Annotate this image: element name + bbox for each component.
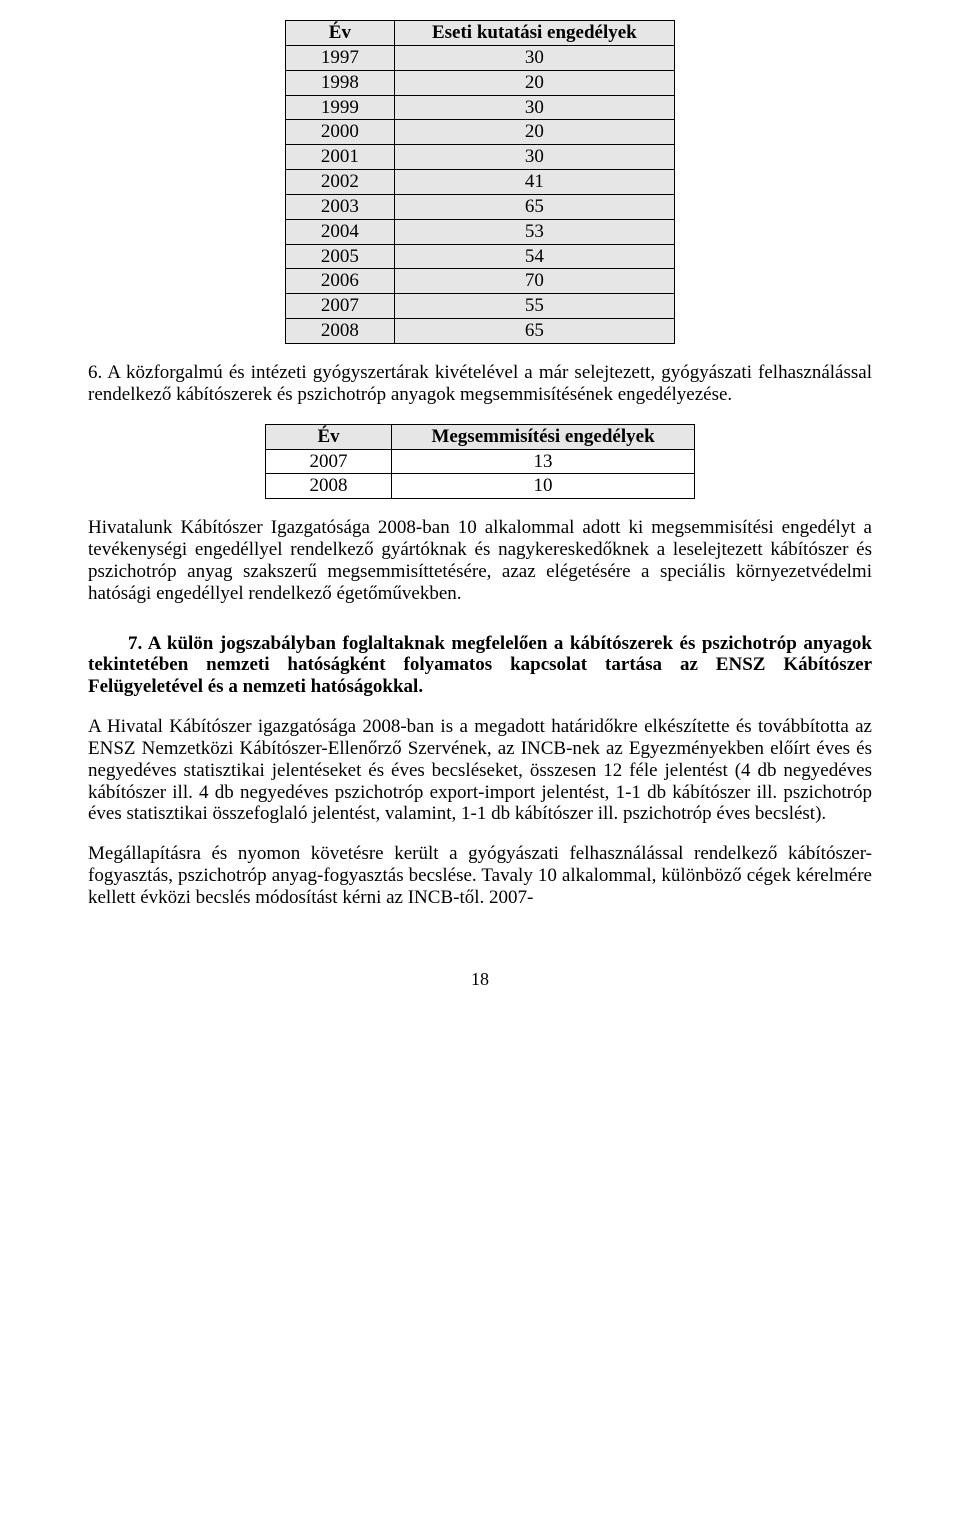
table-header-cell: Megsemmisítési engedélyek <box>392 424 695 449</box>
table-cell: 10 <box>392 474 695 499</box>
table-cell: 30 <box>394 145 674 170</box>
table-cell: 54 <box>394 244 674 269</box>
table-cell: 41 <box>394 170 674 195</box>
page-container: Év Eseti kutatási engedélyek 199730 1998… <box>0 0 960 1010</box>
paragraph-megallapitasra: Megállapításra és nyomon követésre kerül… <box>88 843 872 909</box>
table-cell: 1999 <box>286 95 395 120</box>
table-cell: 2008 <box>286 319 395 344</box>
table-row: 200713 <box>266 449 695 474</box>
table-cell: 53 <box>394 219 674 244</box>
table-cell: 65 <box>394 319 674 344</box>
table-header-cell: Év <box>286 21 395 46</box>
heading-7: 7. A külön jogszabályban foglaltaknak me… <box>88 633 872 699</box>
table-header-row: Év Megsemmisítési engedélyek <box>266 424 695 449</box>
table-row: 200670 <box>286 269 675 294</box>
table-cell: 2000 <box>286 120 395 145</box>
table-row: 200020 <box>286 120 675 145</box>
table-cell: 2003 <box>286 194 395 219</box>
table-row: 200865 <box>286 319 675 344</box>
table-cell: 55 <box>394 294 674 319</box>
table-row: 200453 <box>286 219 675 244</box>
table-cell: 2001 <box>286 145 395 170</box>
table-cell: 20 <box>394 120 674 145</box>
table-eseti-kutatasi: Év Eseti kutatási engedélyek 199730 1998… <box>285 20 675 344</box>
table-header-row: Év Eseti kutatási engedélyek <box>286 21 675 46</box>
table-row: 200130 <box>286 145 675 170</box>
table-cell: 65 <box>394 194 674 219</box>
table-cell: 1998 <box>286 70 395 95</box>
table-row: 200755 <box>286 294 675 319</box>
table-cell: 2006 <box>286 269 395 294</box>
table-row: 200365 <box>286 194 675 219</box>
table-cell: 2004 <box>286 219 395 244</box>
table-cell: 20 <box>394 70 674 95</box>
table-cell: 2005 <box>286 244 395 269</box>
table-header-cell: Év <box>266 424 392 449</box>
table-cell: 30 <box>394 45 674 70</box>
table-row: 200241 <box>286 170 675 195</box>
table-row: 199730 <box>286 45 675 70</box>
table-cell: 2002 <box>286 170 395 195</box>
paragraph-hivatalunk: Hivatalunk Kábítószer Igazgatósága 2008-… <box>88 517 872 604</box>
table-cell: 30 <box>394 95 674 120</box>
table-row: 199820 <box>286 70 675 95</box>
table-cell: 2007 <box>266 449 392 474</box>
table-row: 200810 <box>266 474 695 499</box>
table-cell: 1997 <box>286 45 395 70</box>
page-number: 18 <box>88 969 872 990</box>
table-row: 199930 <box>286 95 675 120</box>
paragraph-6-intro: 6. A közforgalmú és intézeti gyógyszertá… <box>88 362 872 406</box>
table-megsemmisitesi: Év Megsemmisítési engedélyek 200713 2008… <box>265 424 695 500</box>
table-header-cell: Eseti kutatási engedélyek <box>394 21 674 46</box>
table-cell: 2008 <box>266 474 392 499</box>
table-cell: 13 <box>392 449 695 474</box>
table-row: 200554 <box>286 244 675 269</box>
paragraph-hivatal: A Hivatal Kábítószer igazgatósága 2008-b… <box>88 716 872 825</box>
table-cell: 70 <box>394 269 674 294</box>
table-cell: 2007 <box>286 294 395 319</box>
